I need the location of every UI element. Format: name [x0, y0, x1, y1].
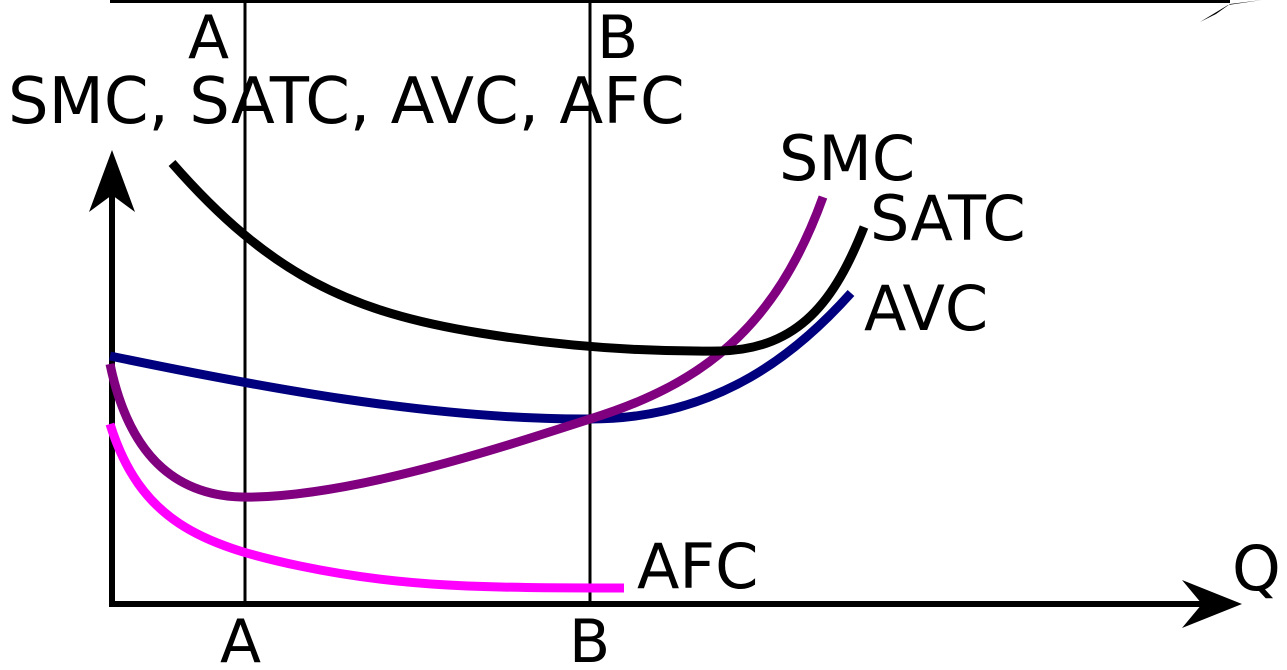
satc-curve: [168, 160, 869, 356]
afc-curve: [105, 422, 625, 593]
top-marker-b: B: [597, 3, 638, 73]
smc-curve-label: SMC: [779, 122, 915, 195]
avc-curve: [109, 289, 855, 424]
y-axis-arrowhead: [89, 150, 135, 212]
top-axis-arrowhead: [1200, 0, 1262, 22]
satc-curve-label: SATC: [870, 182, 1026, 255]
bottom-marker-b: B: [569, 607, 610, 670]
top-marker-a: A: [188, 3, 229, 73]
x-axis-arrowhead: [1182, 580, 1242, 628]
smc-curve: [105, 195, 828, 502]
y-axis-label: SMC, SATC, AVC, AFC: [8, 65, 685, 139]
x-axis-label: Q: [1232, 532, 1281, 605]
bottom-marker-a: A: [220, 607, 261, 670]
afc-curve-label: AFC: [637, 530, 758, 603]
avc-curve-label: AVC: [864, 272, 988, 345]
